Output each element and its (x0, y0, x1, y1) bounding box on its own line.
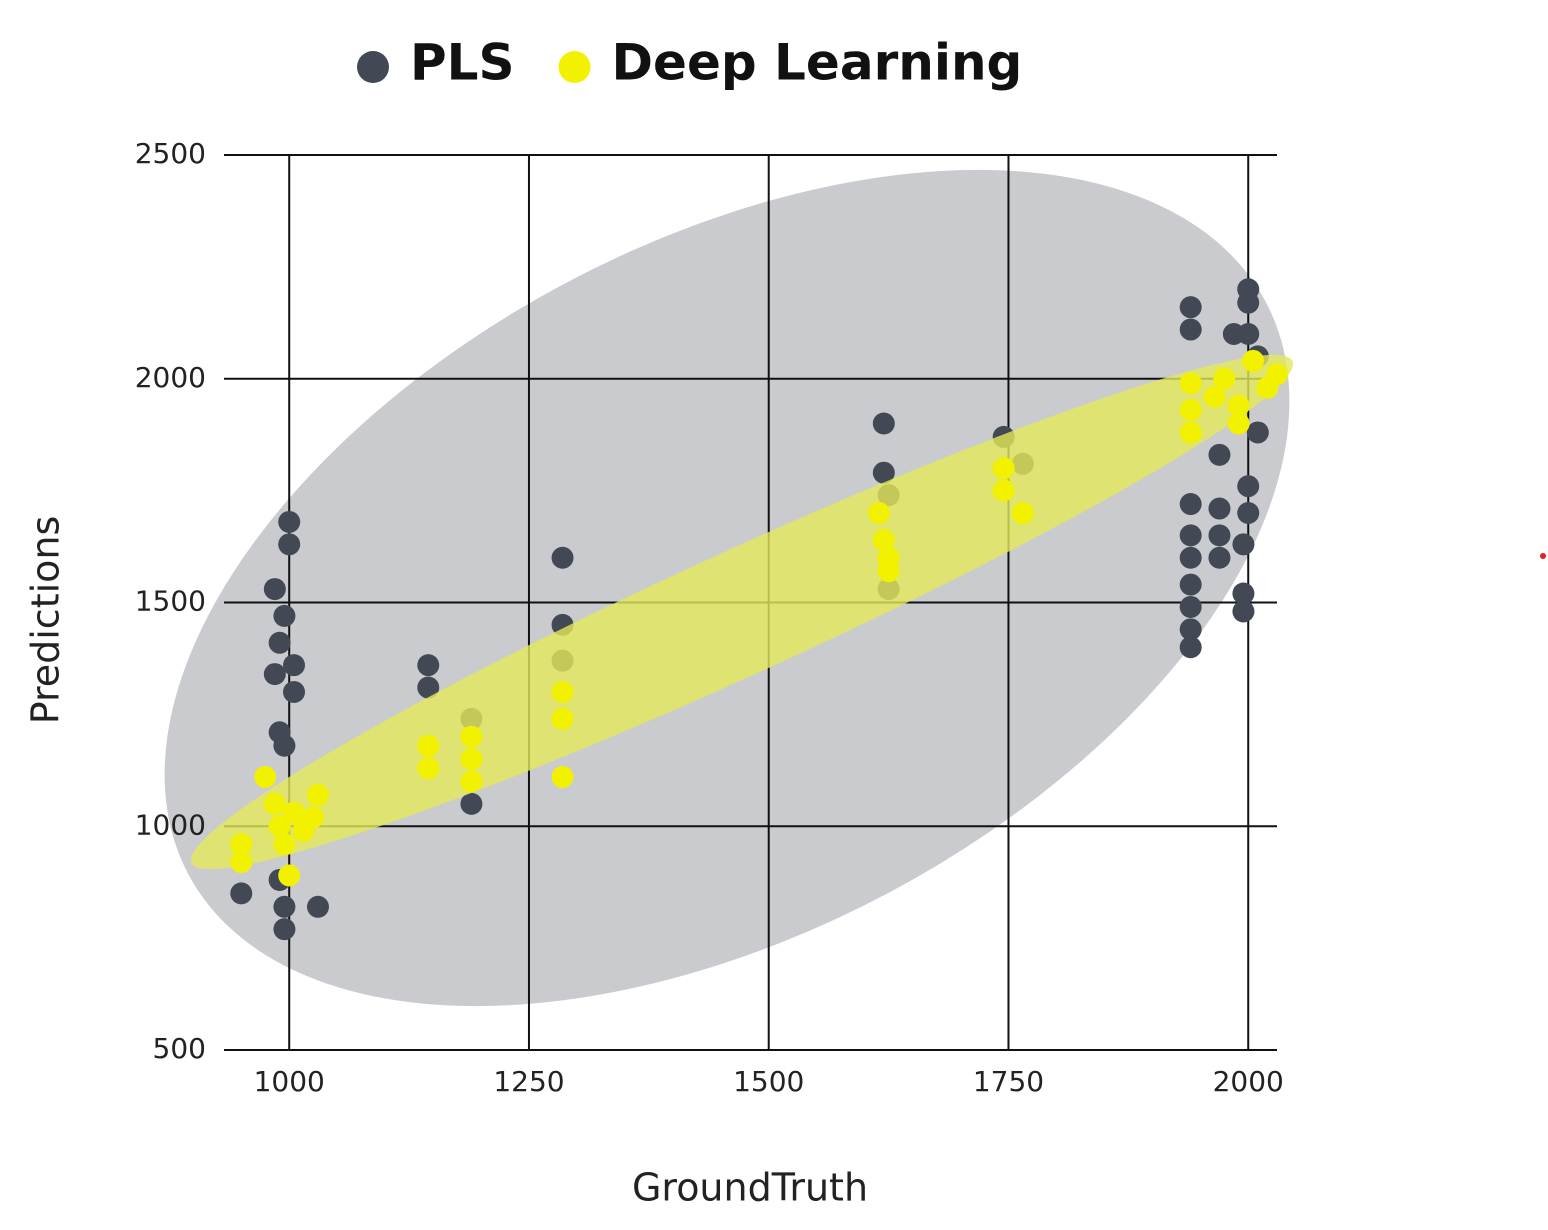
point (283, 654, 306, 677)
point (460, 770, 483, 793)
legend-marker (357, 51, 389, 83)
point (283, 681, 306, 703)
point (551, 681, 574, 703)
point (992, 457, 1015, 480)
point (1179, 636, 1202, 659)
point (278, 864, 301, 887)
y-tick-label: 2000 (135, 361, 206, 394)
point (1179, 618, 1202, 641)
point (1237, 502, 1260, 524)
point (417, 654, 440, 677)
point (417, 676, 440, 699)
point (230, 833, 253, 856)
point (417, 757, 440, 780)
point (263, 578, 286, 601)
point (268, 631, 291, 654)
x-tick-label: 1750 (973, 1065, 1044, 1098)
point (254, 766, 277, 789)
x-tick-label: 1000 (254, 1065, 325, 1098)
legend-marker (558, 51, 591, 83)
y-tick-label: 2500 (135, 137, 206, 170)
point (1179, 546, 1202, 569)
point (551, 546, 574, 569)
point (1011, 502, 1034, 524)
point (1237, 291, 1260, 314)
point (273, 734, 296, 757)
point (872, 412, 895, 435)
point (1208, 443, 1231, 466)
point (230, 851, 253, 874)
point (1232, 582, 1255, 605)
point (230, 882, 253, 905)
point (1208, 524, 1231, 547)
point (1208, 497, 1231, 520)
deep-learning-points (230, 349, 1288, 887)
point (283, 801, 306, 824)
point (872, 528, 895, 551)
point (1232, 533, 1255, 556)
point (1179, 318, 1202, 341)
point (1266, 363, 1288, 386)
point (1213, 367, 1236, 390)
x-axis-title: GroundTruth (632, 1166, 868, 1210)
x-tick-label: 2000 (1213, 1065, 1284, 1098)
point (460, 725, 483, 748)
point (1179, 493, 1202, 516)
point (1246, 421, 1269, 444)
y-tick-label: 500 (153, 1032, 206, 1065)
point (1242, 349, 1265, 372)
point (1179, 372, 1202, 395)
point (417, 734, 440, 757)
point (268, 815, 291, 838)
point (1222, 323, 1245, 345)
cursor-dot (1540, 553, 1546, 559)
legend-label: Deep Learning (612, 34, 1023, 92)
point (302, 806, 325, 829)
point (1208, 546, 1231, 569)
y-tick-label: 1000 (135, 808, 206, 841)
point (306, 783, 329, 806)
point (872, 461, 895, 484)
point (460, 748, 483, 771)
point (1227, 412, 1250, 435)
point (1179, 595, 1202, 618)
point (273, 604, 296, 627)
point (551, 766, 574, 789)
point (278, 510, 301, 533)
point (992, 479, 1015, 502)
point (1179, 421, 1202, 444)
x-tick-label: 1250 (493, 1065, 564, 1098)
point (551, 707, 574, 730)
labels: 500 1000 1500 2000 2500 1000 1250 1500 1750 2000 P… (135, 34, 1284, 1099)
x-tick-label: 1500 (733, 1065, 804, 1098)
point (868, 502, 891, 524)
point (263, 663, 286, 686)
point (278, 533, 301, 556)
point (1237, 475, 1260, 498)
point (306, 895, 329, 918)
point (273, 833, 296, 856)
point (877, 560, 900, 583)
point (1179, 296, 1202, 319)
point (460, 792, 483, 815)
y-tick-label: 1500 (135, 585, 206, 618)
point (273, 895, 296, 918)
point (263, 792, 286, 815)
point (1179, 524, 1202, 547)
point (1232, 600, 1255, 623)
point (1179, 399, 1202, 422)
y-axis-title: Predictions (24, 516, 68, 725)
point (273, 918, 296, 941)
point (1203, 385, 1226, 408)
point (1227, 394, 1250, 417)
pls-points (230, 278, 1269, 941)
legend-label: PLS (410, 34, 515, 92)
point (1179, 573, 1202, 596)
